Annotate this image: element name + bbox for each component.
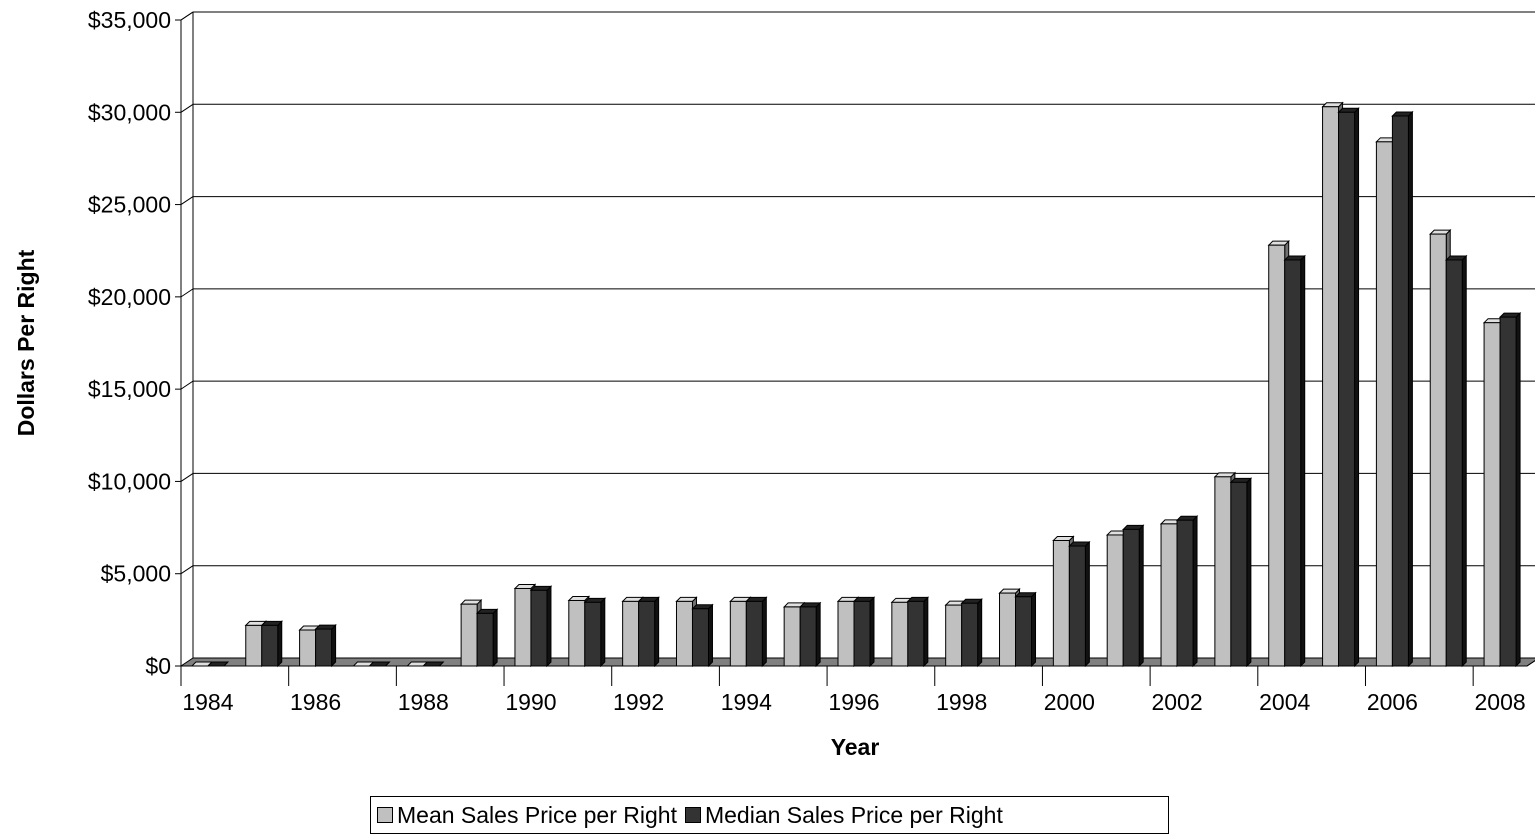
bars — [190, 101, 1522, 668]
gridline-side — [180, 103, 194, 113]
legend: Mean Sales Price per Right Median Sales … — [370, 796, 1169, 834]
x-tick-label: 1988 — [398, 689, 449, 715]
bar-median-1994 — [745, 596, 768, 668]
bar-median-1995 — [798, 601, 822, 668]
y-axis-title: Dollars Per Right — [13, 249, 39, 436]
x-tick-label: 1996 — [828, 689, 879, 715]
bar-chart: $0 $5,000 $10,000 $15,000 $20,000 $25,000 $30,… — [13, 7, 1535, 760]
x-tick-label: 2008 — [1474, 689, 1525, 715]
bar-median-2007 — [1445, 254, 1468, 668]
x-axis: 1984 1986 1988 1990 1992 1994 1996 1998 2000 2002… — [180, 660, 1535, 715]
gridline-side — [180, 196, 194, 205]
x-tick-label: 1984 — [182, 689, 233, 715]
bar-median-1997 — [906, 596, 930, 668]
bar-median-1999 — [1014, 591, 1037, 668]
bar-median-1991 — [583, 597, 607, 668]
y-tick-label: $10,000 — [88, 468, 171, 494]
y-tick-label: $0 — [145, 653, 171, 679]
gridline-side — [180, 288, 194, 298]
gridline-side — [180, 473, 194, 482]
x-tick-label: 1998 — [936, 689, 987, 715]
bar-median-1993 — [691, 603, 714, 668]
y-tick-label: $20,000 — [88, 284, 171, 310]
bar-median-1990 — [529, 585, 553, 668]
bar-median-1987 — [368, 661, 391, 667]
x-tick-label: 1994 — [721, 689, 772, 715]
bar-median-1998 — [960, 598, 983, 668]
y-tick-label: $35,000 — [88, 7, 171, 33]
bar-median-2003 — [1229, 477, 1253, 668]
x-tick-label: 1992 — [613, 689, 664, 715]
x-axis-title: Year — [831, 734, 880, 760]
bar-median-2001 — [1121, 524, 1145, 668]
bar-median-2008 — [1498, 311, 1522, 668]
legend-label-median: Median Sales Price per Right — [704, 801, 1003, 828]
bar-median-1984 — [206, 661, 230, 667]
bar-median-1992 — [637, 596, 660, 668]
y-tick-label: $25,000 — [88, 192, 171, 218]
x-tick-label: 2000 — [1044, 689, 1095, 715]
legend-swatch-median — [684, 807, 701, 823]
x-tick-label: 2004 — [1259, 689, 1310, 715]
x-tick-label: 1986 — [290, 689, 341, 715]
bar-median-1988 — [422, 661, 445, 667]
bar-median-2005 — [1337, 107, 1360, 668]
x-tick-label: 2002 — [1151, 689, 1202, 715]
gridline-side — [180, 380, 194, 390]
x-tick-label: 2006 — [1367, 689, 1418, 715]
bar-median-2002 — [1175, 514, 1199, 668]
bar-median-1985 — [260, 620, 283, 668]
bar-median-1986 — [314, 623, 337, 668]
legend-item-median: Median Sales Price per Right — [684, 801, 1003, 829]
bar-median-2000 — [1068, 540, 1091, 668]
x-tick-label: 1990 — [505, 689, 556, 715]
gridline-side — [180, 565, 194, 575]
y-tick-label: $30,000 — [88, 99, 171, 125]
legend-item-mean: Mean Sales Price per Right — [377, 802, 677, 829]
y-axis: $0 $5,000 $10,000 $15,000 $20,000 $25,000 $30,… — [88, 7, 181, 679]
gridline-side — [180, 11, 194, 21]
y-tick-label: $5,000 — [101, 561, 171, 587]
bar-median-1996 — [852, 596, 876, 668]
y-tick-label: $15,000 — [88, 376, 171, 402]
bar-median-1989 — [475, 608, 499, 668]
x-axis-end — [1526, 660, 1535, 667]
legend-label-mean: Mean Sales Price per Right — [397, 801, 677, 828]
bar-median-2006 — [1391, 110, 1414, 668]
legend-swatch-mean — [377, 807, 393, 823]
bar-median-2004 — [1283, 254, 1306, 668]
